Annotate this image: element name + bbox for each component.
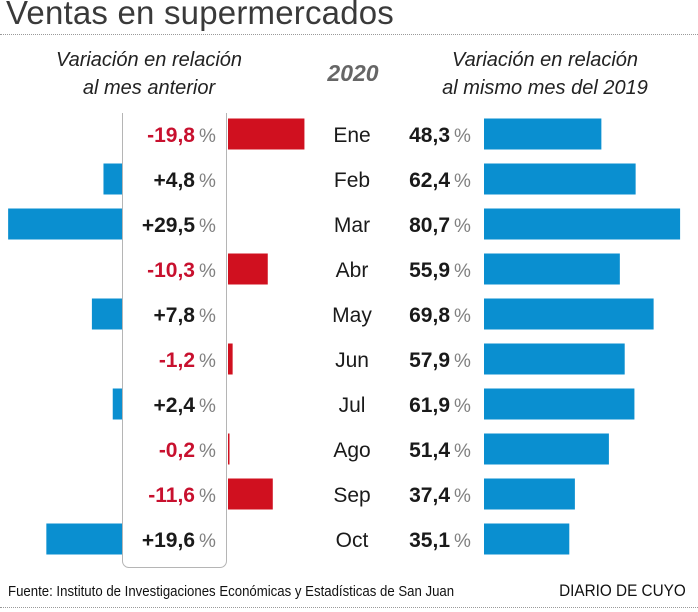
- yearly-change-label-abr: 55,9: [409, 259, 450, 282]
- yearly-change-bar-may: [484, 298, 654, 330]
- percent-sign: %: [199, 126, 216, 147]
- monthly-change-bar-mar: [8, 208, 123, 240]
- month-label-may: May: [332, 304, 372, 327]
- percent-sign: %: [454, 171, 471, 192]
- source-note: Fuente: Instituto de Investigaciones Eco…: [8, 583, 455, 600]
- percent-sign: %: [199, 531, 216, 552]
- year-label: 2020: [327, 60, 379, 86]
- yearly-change-label-mar: 80,7: [409, 214, 450, 237]
- yearly-change-label-jul: 61,9: [409, 394, 450, 417]
- percent-sign: %: [454, 351, 471, 372]
- yearly-change-bar-sep: [484, 478, 575, 510]
- monthly-change-label-feb: +4,8: [154, 169, 196, 192]
- right-heading-line2: al mismo mes del 2019: [442, 77, 648, 99]
- month-label-ene: Ene: [333, 124, 370, 147]
- monthly-change-bar-sep: [228, 478, 273, 510]
- percent-sign: %: [199, 306, 216, 327]
- monthly-change-bar-jul: [112, 388, 122, 420]
- yearly-change-label-ago: 51,4: [409, 439, 450, 462]
- monthly-change-panel: [122, 113, 227, 568]
- monthly-change-bar-ene: [228, 118, 305, 150]
- yearly-change-bar-ago: [484, 433, 609, 465]
- percent-sign: %: [199, 351, 216, 372]
- monthly-change-label-jun: -1,2: [159, 349, 195, 372]
- month-label-ago: Ago: [333, 439, 370, 462]
- percent-sign: %: [199, 396, 216, 417]
- percent-sign: %: [454, 306, 471, 327]
- left-heading-line2: al mes anterior: [82, 77, 216, 99]
- yearly-change-label-sep: 37,4: [409, 484, 450, 507]
- bottom-divider: [0, 607, 698, 608]
- yearly-change-bar-ene: [484, 118, 602, 150]
- yearly-change-bar-jun: [484, 343, 625, 375]
- month-label-abr: Abr: [336, 259, 369, 282]
- percent-sign: %: [454, 126, 471, 147]
- top-divider: [0, 34, 698, 35]
- month-label-oct: Oct: [336, 529, 369, 552]
- yearly-change-bar-feb: [484, 163, 636, 195]
- monthly-change-label-oct: +19,6: [142, 529, 195, 552]
- yearly-change-label-may: 69,8: [409, 304, 450, 327]
- monthly-change-label-jul: +2,4: [154, 394, 196, 417]
- monthly-change-bar-abr: [228, 253, 268, 285]
- yearly-change-bar-mar: [484, 208, 681, 240]
- monthly-change-label-sep: -11,6: [148, 484, 195, 507]
- yearly-change-label-jun: 57,9: [409, 349, 450, 372]
- yearly-change-label-feb: 62,4: [409, 169, 450, 192]
- monthly-change-bar-ago: [228, 433, 230, 465]
- monthly-change-label-mar: +29,5: [142, 214, 195, 237]
- percent-sign: %: [454, 216, 471, 237]
- brand-label: DIARIO DE CUYO: [559, 581, 686, 600]
- left-heading: Variación en relación al mes anterior: [14, 46, 284, 102]
- monthly-change-label-may: +7,8: [154, 304, 196, 327]
- percent-sign: %: [454, 261, 471, 282]
- month-label-feb: Feb: [334, 169, 370, 192]
- month-label-sep: Sep: [333, 484, 370, 507]
- chart-title: Ventas en supermercados: [6, 0, 394, 31]
- monthly-change-label-abr: -10,3: [147, 259, 195, 282]
- monthly-change-label-ene: -19,8: [147, 124, 195, 147]
- monthly-change-label-ago: -0,2: [159, 439, 195, 462]
- percent-sign: %: [454, 396, 471, 417]
- monthly-change-bar-feb: [103, 163, 122, 195]
- percent-sign: %: [199, 171, 216, 192]
- monthly-change-bar-jun: [228, 343, 233, 375]
- percent-sign: %: [199, 261, 216, 282]
- month-label-mar: Mar: [334, 214, 370, 237]
- percent-sign: %: [454, 486, 471, 507]
- percent-sign: %: [199, 486, 216, 507]
- left-heading-line1: Variación en relación: [55, 49, 243, 71]
- month-label-jul: Jul: [339, 394, 366, 417]
- right-heading: Variación en relación al mismo mes del 2…: [410, 46, 680, 102]
- right-heading-line1: Variación en relación: [451, 49, 639, 71]
- percent-sign: %: [199, 441, 216, 462]
- yearly-change-bar-abr: [484, 253, 620, 285]
- yearly-change-label-oct: 35,1: [409, 529, 450, 552]
- month-label-jun: Jun: [335, 349, 369, 372]
- monthly-change-bar-may: [91, 298, 122, 330]
- yearly-change-bar-oct: [484, 523, 570, 555]
- yearly-change-label-ene: 48,3: [409, 124, 450, 147]
- percent-sign: %: [454, 531, 471, 552]
- percent-sign: %: [454, 441, 471, 462]
- monthly-change-bar-oct: [46, 523, 122, 555]
- yearly-change-bar-jul: [484, 388, 635, 420]
- percent-sign: %: [199, 216, 216, 237]
